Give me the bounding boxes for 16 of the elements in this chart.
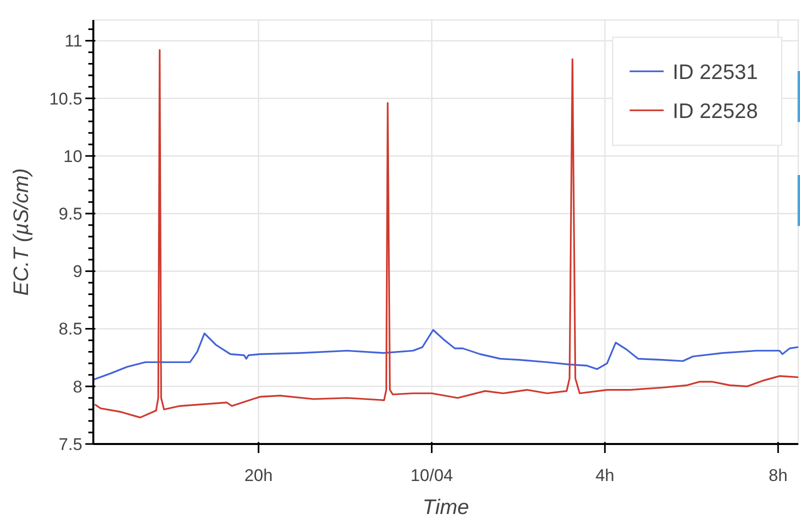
x-tick-label: 8h <box>768 466 788 485</box>
y-tick-label: 7.5 <box>58 434 82 454</box>
x-tick-label: 10/04 <box>410 466 453 485</box>
y-tick-label: 9 <box>72 262 82 282</box>
y-tick-label: 8 <box>72 377 82 396</box>
y-tick-label: 11 <box>64 32 82 51</box>
legend-label: ID 22531 <box>672 60 758 84</box>
x-axis-title: Time <box>422 496 470 519</box>
y-tick-label: 10 <box>63 146 82 166</box>
y-tick-label: 10.5 <box>49 89 82 108</box>
legend-label: ID 22528 <box>672 100 758 123</box>
x-tick-label: 20h <box>244 466 273 485</box>
y-tick-label: 8.5 <box>58 320 82 339</box>
x-tick-label: 4h <box>595 466 614 485</box>
y-tick-label: 9.5 <box>58 204 82 224</box>
y-axis-title: EC.T (µS/cm) <box>10 168 33 296</box>
